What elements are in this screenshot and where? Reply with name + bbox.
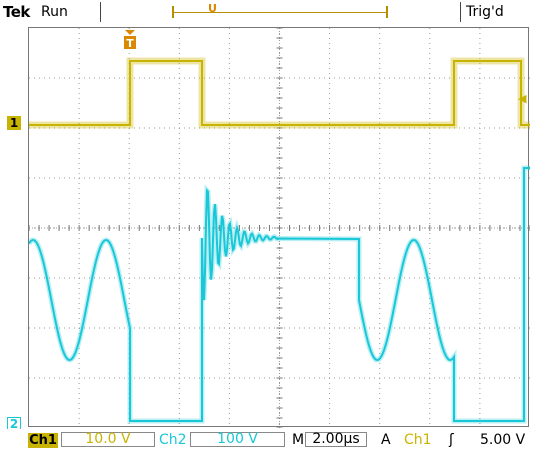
waveform-traces [29, 57, 530, 424]
timeline-end-cap [386, 6, 388, 18]
trigger-position-icon: U [208, 2, 217, 15]
ch1-volts-per-div[interactable]: 10.0 V [61, 432, 155, 447]
trigger-marker-label: T [126, 37, 134, 50]
acquisition-state[interactable]: Run [41, 4, 68, 20]
trigger-point-icon: T [124, 30, 136, 50]
brand-logo: Tek [3, 3, 30, 21]
ch2-volts-per-div[interactable]: 100 V [190, 432, 285, 447]
status-bar: Tek Run U Trig'd [0, 0, 533, 26]
ch2-waveform [29, 167, 530, 422]
settings-bar: Ch1 10.0 V Ch2 100 V M 2.00µs A Ch1 ʃ 5.… [0, 429, 533, 451]
separator [460, 2, 461, 22]
timebase-scale[interactable]: 2.00µs [305, 432, 367, 447]
waveform-display[interactable] [28, 27, 530, 428]
separator [100, 2, 101, 22]
trigger-level-value[interactable]: 5.00 V [480, 432, 526, 448]
trigger-state: Trig'd [466, 4, 504, 20]
graticule-and-traces [29, 28, 530, 428]
ch1-label[interactable]: Ch1 [28, 433, 58, 448]
trigger-level-arrow-icon: ◀ [518, 92, 527, 105]
ch2-label[interactable]: Ch2 [159, 432, 187, 448]
timebase-label: M [292, 432, 305, 448]
trigger-source[interactable]: Ch1 [404, 432, 432, 448]
timeline-start-cap [172, 6, 174, 18]
rising-edge-icon[interactable]: ʃ [449, 432, 454, 448]
ch1-waveform [29, 60, 530, 126]
ch1-ground-marker[interactable]: 1 [7, 116, 21, 130]
trigger-mode-label: A [381, 432, 391, 448]
record-timeline [172, 12, 388, 13]
